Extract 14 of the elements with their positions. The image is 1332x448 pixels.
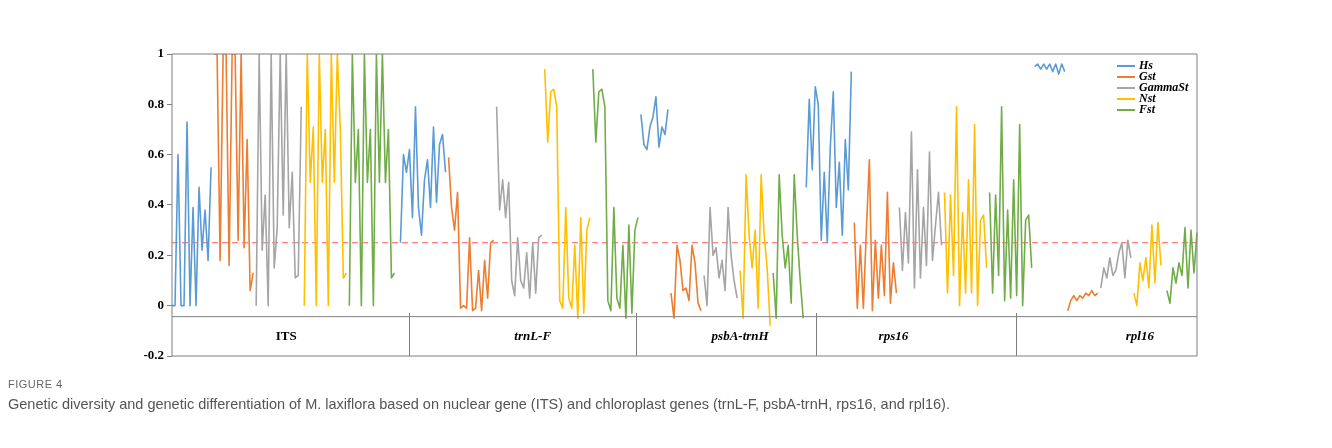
y-tick-label: 0 xyxy=(157,297,164,313)
y-tick-label: 0.4 xyxy=(147,196,165,212)
x-tick-label: ITS xyxy=(275,327,297,343)
y-tick-label: 0.8 xyxy=(147,95,165,111)
text: Genetic diversity and genetic differentiation of M. laxiflora based on nuclear gene (ITS) and chloroplast genes (trnL-F, psbA-trnH, rps16, and rpl16). xyxy=(8,396,951,412)
y-tick-label: 0.6 xyxy=(147,146,165,162)
x-tick-label: rpl16 xyxy=(1125,327,1155,343)
y-tick-label: 0.2 xyxy=(147,246,164,262)
x-tick-label: trnL-F xyxy=(514,327,552,343)
x-tick-label: rps16 xyxy=(878,327,909,343)
y-tick-label: -0.2 xyxy=(143,347,164,363)
y-tick-label: 1 xyxy=(157,45,164,61)
caption: FIGURE 4 xyxy=(8,378,64,390)
x-tick-label: psbA-trnH xyxy=(710,327,770,343)
